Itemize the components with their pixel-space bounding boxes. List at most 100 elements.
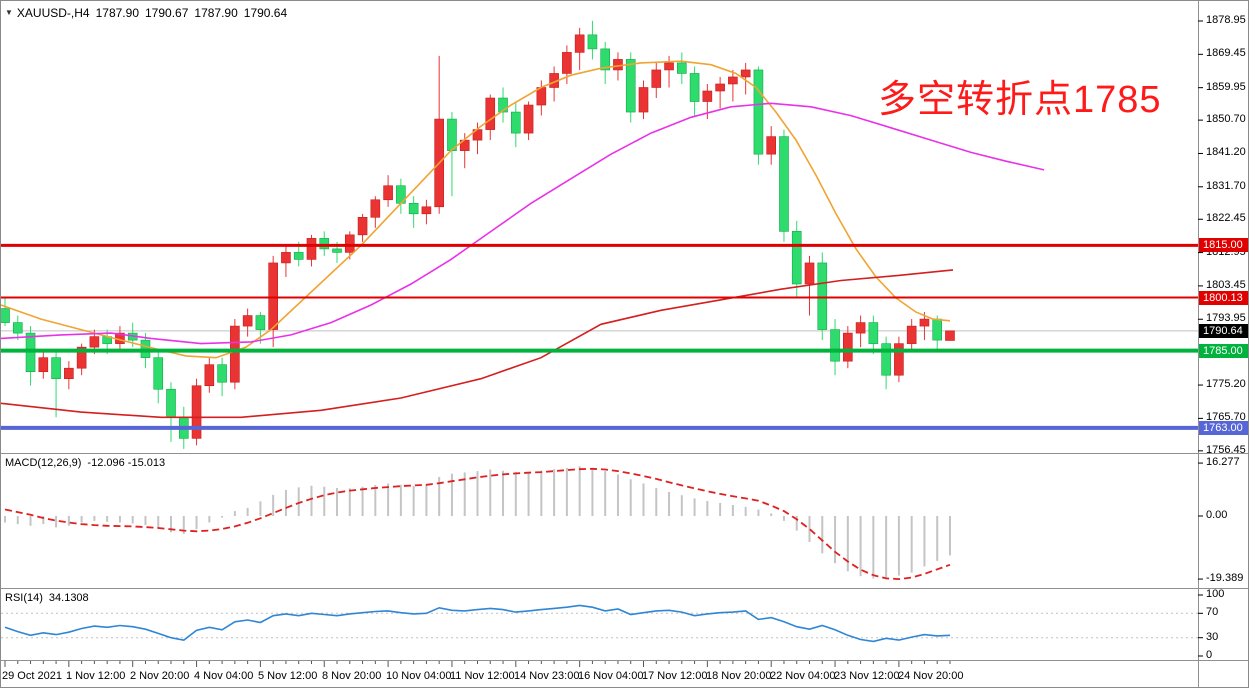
- candle-up: [740, 69, 751, 78]
- candle-up: [230, 325, 240, 383]
- candle-up: [523, 104, 534, 134]
- candle-up: [715, 83, 725, 92]
- macd-values: -12.096 -15.013: [87, 457, 166, 469]
- time-axis-label: 2 Nov 20:00: [130, 670, 190, 682]
- candle-down: [689, 73, 700, 102]
- candle-down: [791, 231, 802, 285]
- time-axis-label: 16 Nov 04:00: [578, 670, 644, 682]
- candle-down: [510, 111, 521, 134]
- candle-up: [38, 357, 49, 373]
- candle-down: [753, 69, 764, 155]
- candle-up: [574, 34, 585, 53]
- rsi-tick-label: 30: [1206, 630, 1219, 643]
- ma-fast: [1, 60, 951, 359]
- candle-up: [804, 262, 815, 285]
- candle-up: [766, 136, 777, 155]
- time-axis-label: 10 Nov 04:00: [386, 670, 452, 682]
- rsi-name: RSI(14): [5, 592, 43, 604]
- price-tag-1763.00: 1763.00: [1199, 420, 1248, 435]
- ma-mid: [1, 102, 1045, 345]
- candle-up: [702, 90, 713, 102]
- price-tick-label: 1793.95: [1206, 312, 1246, 325]
- candle-down: [255, 315, 266, 330]
- candle-up: [306, 238, 317, 260]
- candle-up: [204, 364, 215, 387]
- rsi-tick-label: 0: [1206, 649, 1213, 661]
- rsi-line: [4, 604, 951, 643]
- price-tick-label: 1756.45: [1206, 443, 1246, 456]
- ohlc-close: 1790.64: [243, 6, 288, 20]
- price-tick-label: 1859.95: [1206, 80, 1246, 93]
- chart-title: ▼ XAUUSD-,H4 1787.90 1790.67 1787.90 1790.64: [5, 6, 293, 20]
- price-tick-label: 1803.45: [1206, 278, 1246, 291]
- time-axis-label: 18 Nov 20:00: [706, 670, 772, 682]
- candle-up: [651, 69, 662, 88]
- time-axis-label: 1 Nov 12:00: [66, 670, 126, 682]
- price-tick-label: 1841.20: [1206, 146, 1246, 159]
- candle-up: [906, 325, 917, 344]
- time-axis-label: 29 Oct 2021: [2, 670, 62, 682]
- macd-name: MACD(12,26,9): [5, 457, 82, 469]
- candle-up: [357, 217, 368, 236]
- macd-signal-line: [4, 467, 951, 581]
- time-axis-label: 5 Nov 12:00: [258, 670, 318, 682]
- candle-down: [332, 248, 342, 253]
- candle-up: [344, 234, 355, 253]
- rsi-label: RSI(14) 34.1308: [5, 592, 95, 604]
- candle-up: [89, 336, 100, 348]
- price-tick-label: 1765.70: [1206, 411, 1246, 424]
- price-tick-label: 1775.20: [1206, 378, 1246, 391]
- price-tick-label: 1878.95: [1206, 14, 1246, 26]
- candle-down: [779, 136, 789, 232]
- ma-slow: [1, 269, 954, 419]
- candle-up: [728, 76, 738, 85]
- rsi-tick-label: 100: [1206, 588, 1225, 600]
- price-tick-label: 1822.45: [1206, 212, 1246, 225]
- candle-down: [408, 202, 419, 215]
- candle-up: [664, 62, 674, 71]
- candle-up: [945, 330, 955, 341]
- candle-up: [613, 59, 623, 71]
- candle-down: [12, 322, 23, 334]
- price-tick-label: 1850.70: [1206, 113, 1246, 126]
- candle-up: [536, 87, 547, 106]
- price-tag-1815.00: 1815.00: [1199, 238, 1248, 253]
- chevron-down-icon[interactable]: ▼: [5, 8, 13, 17]
- time-axis-label: 22 Nov 04:00: [770, 670, 836, 682]
- candle-up: [64, 367, 74, 380]
- ohlc-open: 1787.90: [95, 6, 139, 20]
- candle-down: [830, 329, 840, 362]
- candle-up: [191, 385, 202, 439]
- price-tag-1800.13: 1800.13: [1199, 290, 1248, 305]
- price-tick-label: 1869.45: [1206, 47, 1246, 60]
- time-axis-label: 8 Nov 20:00: [322, 670, 382, 682]
- candle-up: [421, 206, 432, 215]
- candle-up: [370, 199, 381, 218]
- candle-down: [498, 97, 508, 113]
- candle-down: [166, 388, 176, 418]
- macd-tick-label: -19.389: [1206, 572, 1244, 585]
- candle-up: [242, 315, 253, 327]
- macd-tick-label: 16.277: [1206, 456, 1240, 469]
- time-axis-label: 11 Nov 12:00: [450, 670, 515, 682]
- candle-down: [1, 308, 10, 323]
- time-axis-label: 24 Nov 20:00: [898, 670, 964, 682]
- candle-down: [293, 252, 304, 260]
- candle-up: [76, 346, 87, 369]
- time-axis-label: 23 Nov 12:00: [834, 670, 900, 682]
- candle-down: [153, 357, 164, 390]
- candle-down: [881, 343, 891, 376]
- candle-down: [868, 322, 879, 344]
- candle-up: [919, 318, 930, 327]
- price-tag-1790.64: 1790.64: [1199, 323, 1248, 338]
- rsi-tick-label: 70: [1206, 606, 1219, 619]
- macd-label: MACD(12,26,9) -12.096 -15.013: [5, 457, 171, 469]
- time-axis-label: 17 Nov 12:00: [642, 670, 708, 682]
- ohlc-low: 1787.90: [194, 6, 238, 20]
- candle-up: [894, 343, 904, 376]
- annotation-text: 多空转折点1785: [878, 79, 1162, 121]
- candle-up: [485, 97, 496, 130]
- rsi-values: 34.1308: [48, 592, 89, 604]
